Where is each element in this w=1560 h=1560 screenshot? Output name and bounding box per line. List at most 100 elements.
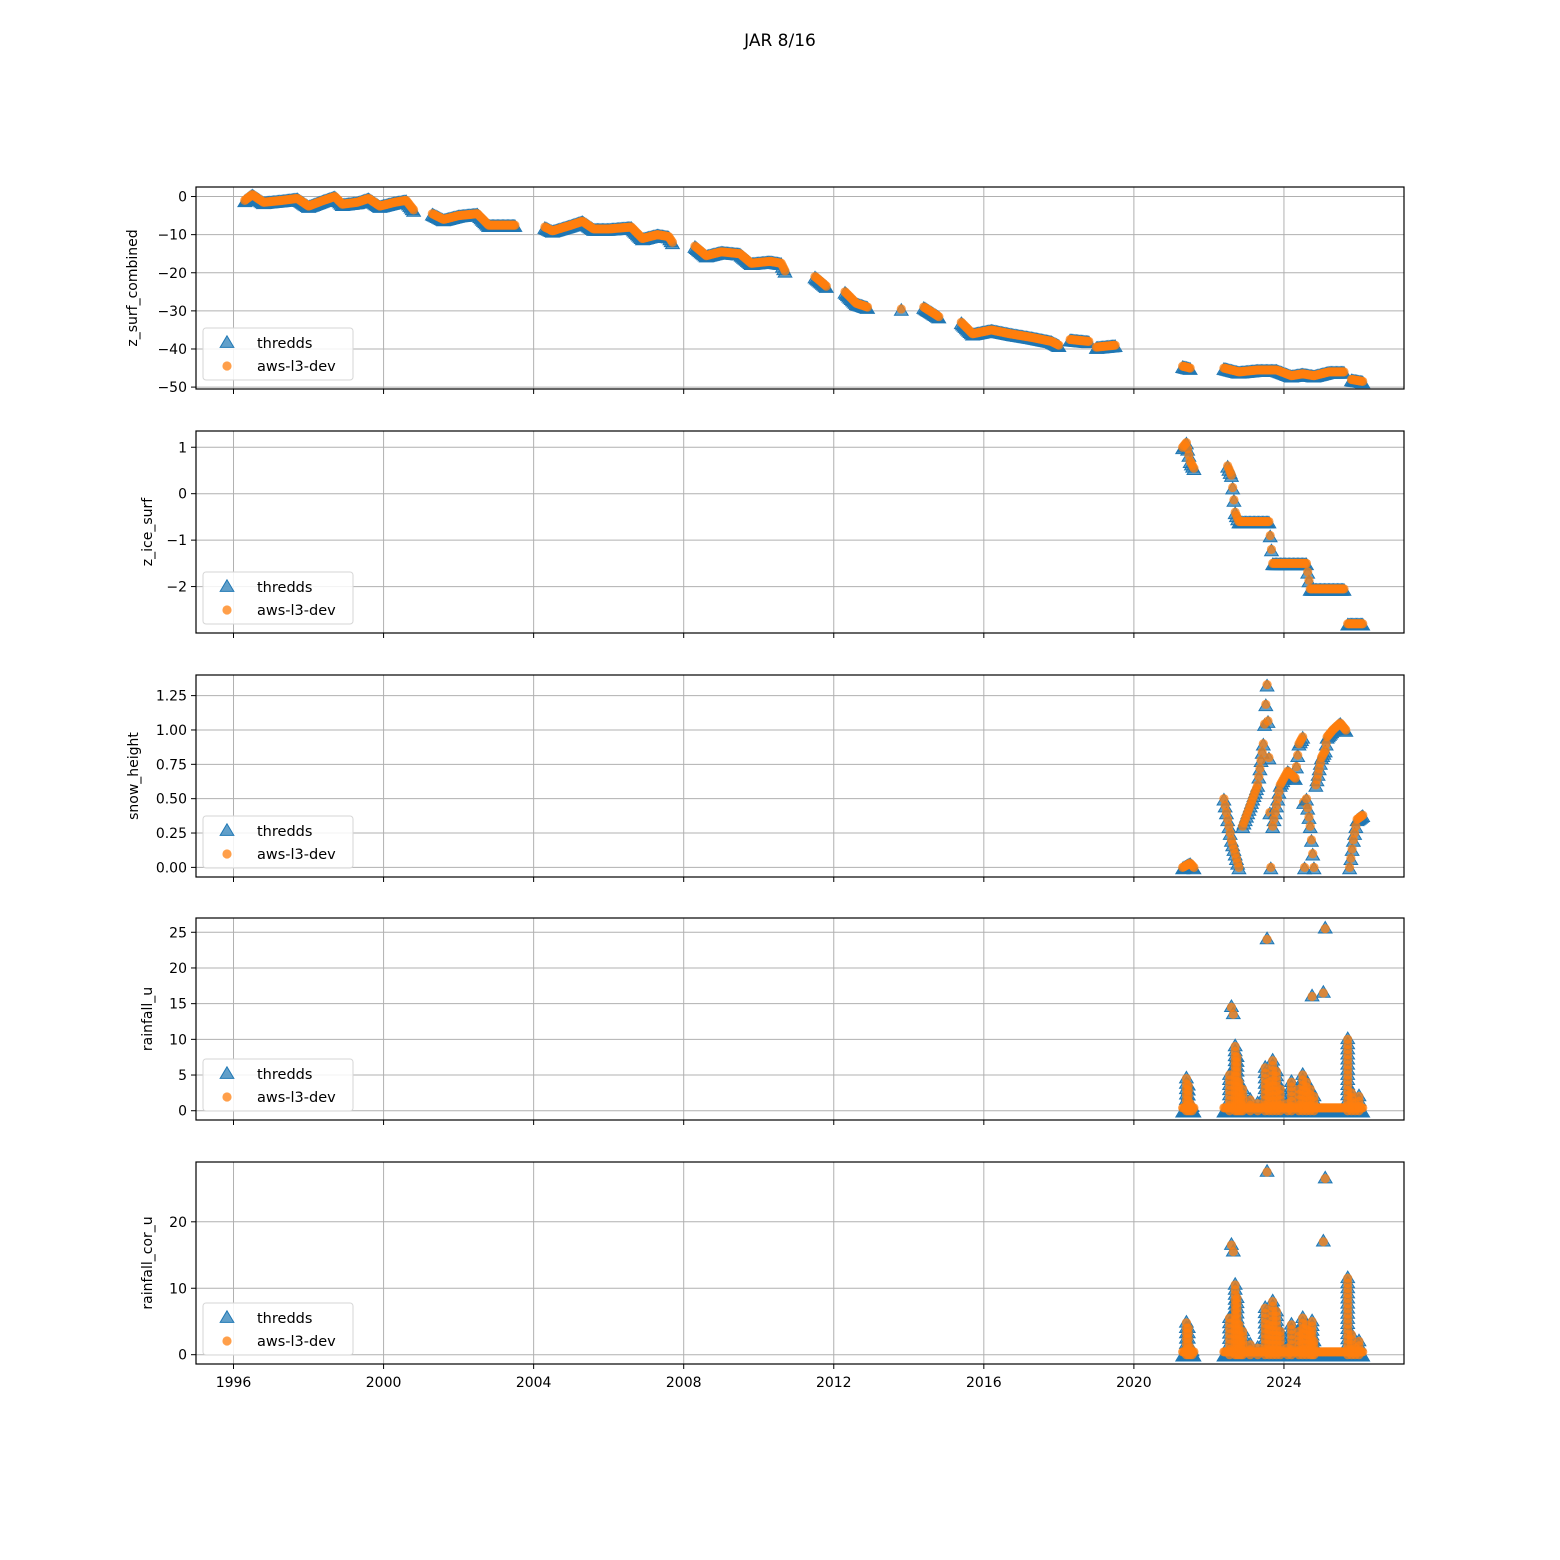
axes-frame [195, 1161, 1405, 1365]
aws-l3-dev-point [1054, 340, 1064, 350]
aws-l3-dev-point [1301, 794, 1312, 804]
aws-l3-dev-point [1291, 762, 1302, 772]
y-tick-label: 20 [169, 961, 187, 977]
axes-frame [195, 430, 1405, 634]
aws-l3-dev-point [1228, 1247, 1238, 1257]
x-ticks [233, 1120, 1285, 1125]
aws-l3-dev-point [1262, 934, 1272, 945]
aws-l3-dev-point [1304, 575, 1314, 585]
aws-l3-dev-point [1271, 800, 1282, 811]
y-tick-label: 0 [178, 1348, 187, 1364]
aws-l3-dev-point [1232, 1052, 1242, 1062]
aws-l3-dev-point [1307, 1316, 1317, 1327]
aws-l3-dev-point [1262, 1167, 1272, 1177]
aws-l3-dev-point [1346, 853, 1356, 863]
aws-l3-dev-point [821, 281, 831, 291]
y-tick-label: 5 [178, 1068, 187, 1084]
aws-l3-dev-point [1320, 1174, 1330, 1184]
axes-frame [195, 186, 1405, 390]
data-points [1174, 436, 1371, 631]
legend-label-thredds: thredds [257, 336, 312, 352]
aws-l3-dev-point [1258, 739, 1268, 749]
aws-l3-dev-point [1230, 1280, 1240, 1290]
aws-l3-dev-point [1273, 794, 1283, 804]
y-tick-label: 1 [178, 440, 187, 456]
aws-l3-dev-point [667, 237, 678, 247]
aws-l3-dev-point [1253, 1106, 1263, 1116]
aws-l3-dev-point [1303, 803, 1313, 813]
aws-l3-dev-point [1274, 787, 1284, 797]
aws-l3-dev-point [1181, 1074, 1192, 1084]
aws-l3-dev-point [1183, 1081, 1193, 1091]
aws-l3-dev-point [1226, 470, 1237, 480]
axes-frame [195, 917, 1405, 1121]
subplot-snow-height: 0.00 0.25 0.50 0.75 1.00 1.25 snow_heightthred… [126, 674, 1405, 882]
legend: thredds aws-l3-dev [202, 1058, 354, 1112]
aws-l3-dev-point [862, 302, 873, 312]
x-ticks: 1996 2000 2004 2008 2012 2016 2020 2024 [216, 1364, 1302, 1391]
legend-thredds-marker [219, 1065, 235, 1079]
aws-l3-dev-point [1268, 1056, 1278, 1066]
aws-l3-dev-point [1286, 1077, 1297, 1087]
aws-l3-dev-point [1226, 1002, 1237, 1012]
aws-l3-dev-point [1269, 814, 1279, 824]
aws-l3-dev-point [1350, 828, 1360, 838]
y-axis-label: z_surf_combined [125, 229, 141, 346]
aws-l3-dev-point [1354, 1336, 1364, 1347]
aws-l3-dev-point [1221, 807, 1232, 818]
aws-l3-dev-point [1271, 1306, 1282, 1317]
aws-l3-dev-point [1290, 773, 1300, 783]
legend-label-aws-l3-dev: aws-l3-dev [257, 359, 336, 375]
x-tick-label: 2000 [366, 1375, 402, 1391]
aws-l3-dev-point [1320, 745, 1330, 756]
x-tick-label: 2016 [966, 1375, 1002, 1391]
legend-label-aws-l3-dev: aws-l3-dev [257, 1090, 336, 1106]
aws-l3-dev-point [1358, 376, 1368, 386]
y-tick-label: 15 [169, 997, 187, 1013]
data-points [1174, 920, 1371, 1118]
aws-l3-dev-point [1225, 828, 1235, 838]
x-tick-label: 2020 [1116, 1375, 1152, 1391]
legend-aws-l3-dev-marker [222, 849, 232, 859]
y-axis-label: snow_height [126, 732, 142, 820]
aws-l3-dev-point [1347, 844, 1357, 854]
aws-l3-dev-point [1223, 814, 1233, 824]
aws-l3-dev-point [1110, 340, 1120, 350]
aws-l3-dev-point [1358, 810, 1368, 820]
y-tick-label: 0 [178, 1104, 187, 1120]
aws-l3-dev-point [1318, 1237, 1328, 1247]
aws-l3-dev-point [1260, 1063, 1270, 1073]
aws-l3-dev-point [1234, 1077, 1244, 1087]
legend-label-thredds: thredds [257, 1311, 312, 1327]
aws-l3-dev-point [1262, 680, 1272, 690]
aws-l3-dev-point [1224, 821, 1234, 831]
data-points [1174, 678, 1371, 875]
aws-l3-dev-point [780, 266, 790, 276]
y-tick-label: 0.25 [156, 826, 187, 842]
x-tick-label: 2012 [816, 1375, 852, 1391]
aws-l3-dev-point [1256, 755, 1266, 765]
y-ticks: 0 −10 −20 −30 −40 −50 [157, 190, 196, 396]
aws-l3-dev-point [1189, 463, 1199, 473]
aws-l3-dev-point [1339, 367, 1349, 377]
legend: thredds aws-l3-dev [202, 327, 354, 381]
aws-l3-dev-point [1298, 1070, 1308, 1080]
axes-frame [195, 674, 1405, 878]
aws-l3-dev-point [1189, 862, 1199, 872]
aws-l3-dev-point [1307, 991, 1317, 1002]
aws-l3-dev-point [1305, 1084, 1315, 1094]
y-ticks: 0.00 0.25 0.50 0.75 1.00 1.25 [156, 689, 196, 876]
y-tick-label: −40 [157, 342, 187, 358]
aws-l3-dev-point [1253, 780, 1263, 790]
y-tick-label: 20 [169, 1215, 187, 1231]
aws-l3-dev-point [1266, 862, 1276, 872]
y-axis-label: z_ice_surf [140, 497, 156, 566]
aws-l3-dev-point [1265, 530, 1275, 541]
legend-thredds-marker [219, 334, 235, 348]
aws-l3-dev-point [1343, 1273, 1353, 1283]
aws-l3-dev-point [1318, 988, 1328, 998]
legend-aws-l3-dev-marker [222, 1336, 232, 1346]
legend-box [202, 1302, 354, 1356]
